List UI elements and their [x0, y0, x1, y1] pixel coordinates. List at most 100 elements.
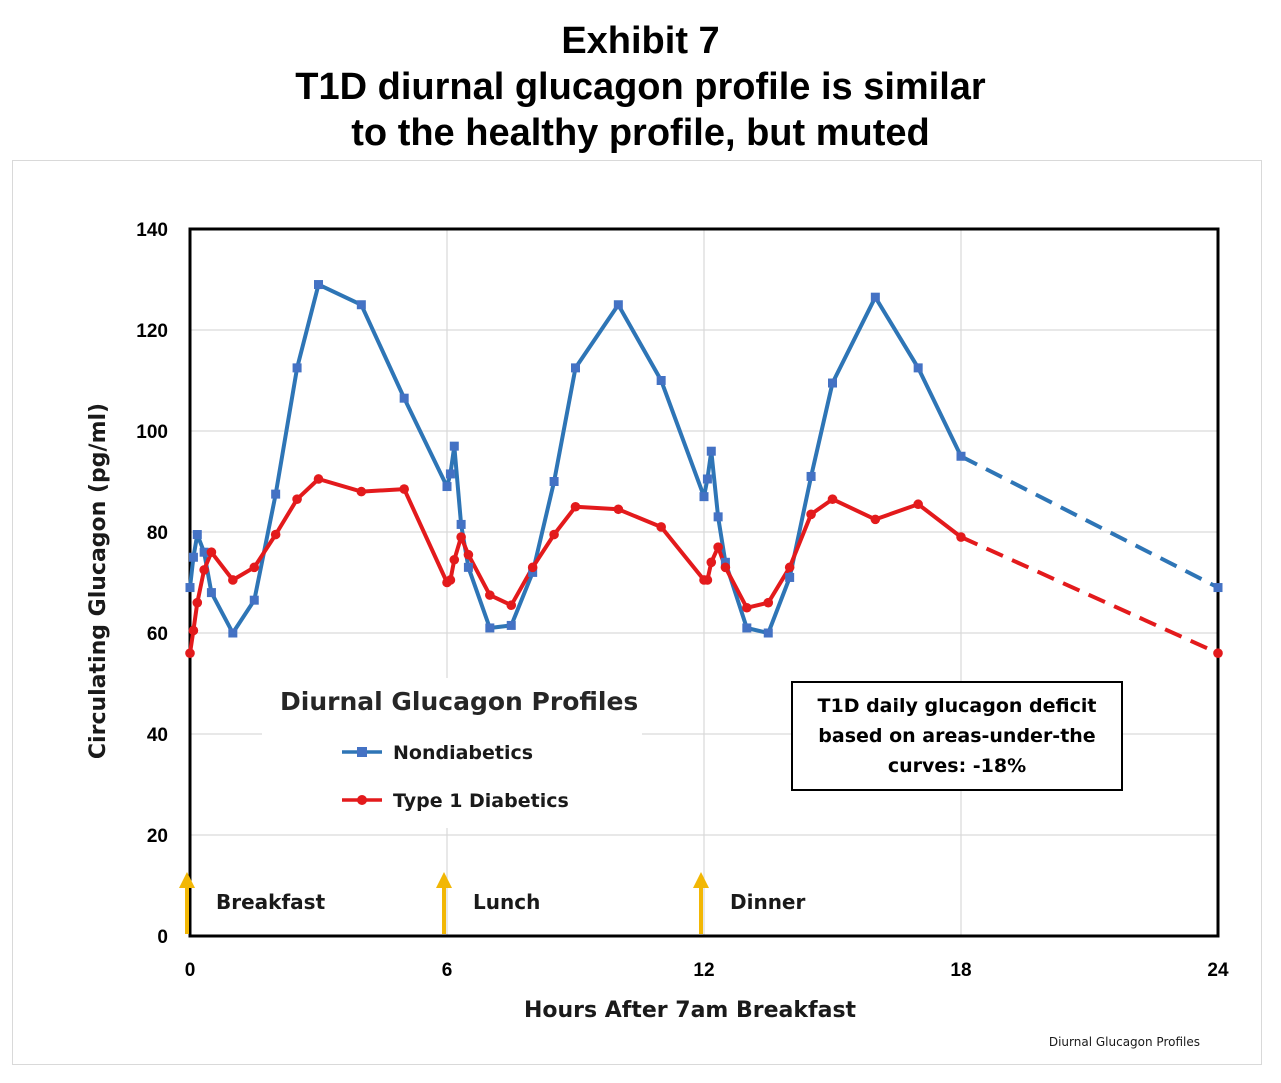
data-point-type1: [570, 501, 581, 512]
x-tick-label: 18: [950, 960, 971, 981]
y-axis-label: Circulating Glucagon (pg/ml): [86, 403, 111, 759]
data-point-nondiabetics: [199, 547, 209, 557]
data-point-type1: [270, 529, 281, 540]
data-point-type1: [656, 522, 666, 532]
data-point-nondiabetics: [806, 471, 816, 481]
data-point-type1: [806, 509, 816, 520]
data-point-nondiabetics: [699, 492, 709, 502]
data-point-type1: [1213, 648, 1223, 658]
data-point-nondiabetics: [485, 623, 495, 633]
x-tick-label: 6: [442, 960, 453, 981]
data-point-type1: [956, 532, 966, 542]
y-tick-label: 140: [136, 220, 168, 241]
data-point-type1: [720, 562, 731, 573]
chart-frame: [12, 160, 1262, 1065]
data-point-type1: [702, 575, 713, 585]
data-point-type1: [188, 625, 199, 636]
deficit-annotation: T1D daily glucagon deficit based on area…: [791, 681, 1123, 791]
y-tick-label: 0: [157, 927, 168, 948]
annotation-line-3: curves: -18%: [888, 755, 1026, 777]
data-point-type1: [249, 562, 260, 573]
data-point-nondiabetics: [828, 378, 837, 388]
data-point-type1: [713, 542, 723, 552]
data-point-nondiabetics: [870, 292, 880, 302]
data-point-nondiabetics: [506, 620, 516, 630]
x-tick-label: 0: [185, 960, 196, 981]
data-point-nondiabetics: [763, 628, 773, 638]
data-point-type1: [613, 504, 624, 515]
chart-title-line-1: Exhibit 7: [561, 20, 720, 62]
data-point-nondiabetics: [314, 280, 323, 290]
data-point-nondiabetics: [713, 512, 723, 522]
data-point-nondiabetics: [271, 489, 281, 499]
projection-line-nondiabetics: [960, 454, 1219, 590]
meal-markers: Breakfast Lunch Dinner: [179, 872, 805, 934]
data-point-nondiabetics: [1213, 583, 1223, 593]
data-point-nondiabetics: [742, 623, 752, 633]
series-line-nondiabetics: [188, 282, 963, 635]
annotation-box: [791, 681, 1123, 791]
data-point-nondiabetics: [463, 562, 473, 572]
data-point-type1: [706, 557, 717, 568]
data-point-type1: [399, 484, 409, 494]
y-tick-label: 80: [147, 523, 168, 544]
data-point-nondiabetics: [613, 300, 623, 310]
data-point-nondiabetics: [956, 451, 966, 461]
data-point-type1: [456, 532, 466, 542]
meal-label-breakfast: Breakfast: [216, 890, 326, 914]
data-point-nondiabetics: [228, 628, 238, 638]
meal-label-lunch: Lunch: [473, 890, 540, 914]
data-point-nondiabetics: [356, 300, 366, 310]
data-point-nondiabetics: [720, 557, 730, 567]
data-point-type1: [449, 554, 460, 565]
data-point-nondiabetics: [528, 567, 538, 577]
legend-background: [262, 678, 642, 828]
data-point-type1: [784, 562, 795, 573]
data-point-nondiabetics: [206, 588, 216, 598]
data-point-type1: [463, 549, 474, 560]
data-point-nondiabetics: [445, 469, 455, 479]
projection-line-type1: [960, 535, 1219, 656]
data-point-type1: [228, 575, 238, 585]
data-point-type1: [356, 486, 367, 497]
data-point-nondiabetics: [785, 572, 795, 582]
meal-arrowhead-lunch: [436, 872, 452, 888]
legend-label-type1: Type 1 Diabetics: [393, 790, 569, 812]
data-point-nondiabetics: [399, 393, 409, 403]
series-markers: [185, 280, 1223, 658]
y-tick-label: 40: [147, 725, 168, 746]
data-point-nondiabetics: [656, 376, 666, 385]
data-point-type1: [827, 494, 838, 504]
data-point-type1: [185, 648, 195, 658]
data-point-type1: [527, 562, 538, 573]
y-tick-label: 120: [136, 321, 168, 342]
legend-marker-type1: [357, 795, 367, 805]
data-point-type1: [292, 494, 302, 504]
annotation-line-1: T1D daily glucagon deficit: [818, 695, 1097, 717]
chart-title-line-2: T1D diurnal glucagon profile is similar: [295, 66, 986, 108]
data-point-type1: [313, 474, 324, 484]
grid-lines: [190, 229, 1218, 936]
data-point-nondiabetics: [706, 446, 716, 456]
data-point-nondiabetics: [456, 519, 466, 529]
axes: 0 20 40 60 80 100 120 140 0 6 12 18 24: [136, 220, 1229, 981]
legend-label-nondiabetics: Nondiabetics: [393, 742, 533, 764]
data-point-type1: [763, 597, 774, 608]
data-point-type1: [870, 514, 881, 525]
data-point-nondiabetics: [442, 482, 452, 492]
meal-arrowhead-dinner: [693, 872, 709, 888]
data-point-type1: [206, 547, 217, 557]
data-point-nondiabetics: [188, 552, 198, 562]
data-point-nondiabetics: [185, 583, 195, 593]
source-label: Diurnal Glucagon Profiles: [1049, 1035, 1200, 1049]
data-point-type1: [913, 499, 923, 510]
data-point-nondiabetics: [549, 477, 559, 486]
legend-title: Diurnal Glucagon Profiles: [280, 687, 638, 716]
y-tick-label: 20: [147, 826, 168, 847]
data-point-type1: [199, 565, 209, 575]
data-point-nondiabetics: [249, 595, 259, 605]
data-point-type1: [742, 602, 752, 613]
annotation-line-2: based on areas-under-the: [818, 725, 1095, 747]
chart-title: Exhibit 7 T1D diurnal glucagon profile i…: [0, 18, 1281, 156]
